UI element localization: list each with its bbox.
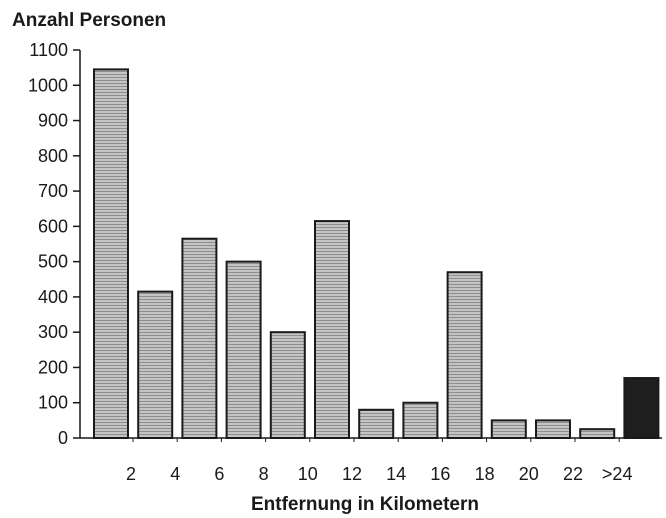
bar [137, 290, 174, 440]
y-tick-label: 300 [38, 322, 68, 342]
bar [446, 271, 483, 439]
x-tick-label: 18 [475, 464, 495, 484]
bar [358, 408, 395, 440]
x-tick-label: 2 [126, 464, 136, 484]
x-tick-label: 14 [386, 464, 406, 484]
y-tick-label: 1000 [28, 75, 68, 95]
y-tick-label: 100 [38, 393, 68, 413]
x-axis-title: Entfernung in Kilometern [251, 494, 479, 515]
x-tick-label: >24 [602, 464, 633, 484]
y-tick-label: 900 [38, 111, 68, 131]
y-tick-label: 800 [38, 146, 68, 166]
y-tick-label: 0 [58, 428, 68, 448]
x-tick-label: 6 [214, 464, 224, 484]
bar [623, 377, 660, 440]
y-tick-label: 200 [38, 357, 68, 377]
y-tick-label: 700 [38, 181, 68, 201]
y-ticks: 0 100 200 300 400 500 600 700 800 900 1000 1100 [28, 40, 80, 448]
bars [93, 68, 660, 440]
bar [490, 419, 527, 440]
x-tick-label: 20 [519, 464, 539, 484]
y-tick-label: 600 [38, 216, 68, 236]
x-tick-label: 10 [298, 464, 318, 484]
x-tick-label: 22 [563, 464, 583, 484]
bar [314, 220, 350, 439]
y-tick-label: 500 [38, 252, 68, 272]
bar [269, 331, 306, 440]
bar [579, 428, 616, 440]
x-tick-label: 8 [259, 464, 269, 484]
x-tick-label: 12 [342, 464, 362, 484]
y-tick-label: 1100 [29, 40, 68, 60]
bar [93, 68, 129, 440]
y-axis-title: Anzahl Personen [12, 10, 166, 31]
bar [535, 419, 571, 440]
bar [225, 260, 262, 439]
bar [402, 401, 439, 439]
y-tick-label: 400 [38, 287, 68, 307]
x-ticks: 2 4 6 8 10 12 14 16 18 20 22 >24 [126, 438, 632, 484]
x-tick-label: 16 [430, 464, 450, 484]
bar [181, 237, 218, 439]
x-tick-label: 4 [170, 464, 180, 484]
